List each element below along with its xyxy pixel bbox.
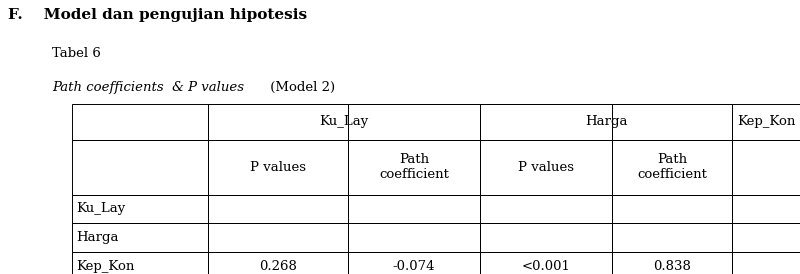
Bar bbox=[732, 104, 800, 140]
Bar bbox=[480, 252, 612, 274]
Text: P values: P values bbox=[518, 161, 574, 174]
Bar bbox=[732, 223, 800, 252]
Bar bbox=[612, 252, 732, 274]
Text: Path
coefficient: Path coefficient bbox=[637, 153, 707, 181]
Bar bbox=[480, 140, 612, 195]
Text: Tabel 6: Tabel 6 bbox=[52, 47, 101, 59]
Text: P values: P values bbox=[250, 161, 306, 174]
Bar bbox=[612, 104, 732, 140]
Bar bbox=[72, 104, 208, 140]
Bar bbox=[348, 140, 480, 195]
Text: 0.268: 0.268 bbox=[259, 260, 297, 273]
Bar bbox=[208, 252, 348, 274]
Bar bbox=[208, 223, 348, 252]
Text: Harga: Harga bbox=[76, 231, 118, 244]
Text: Ku_Lay: Ku_Lay bbox=[76, 202, 126, 215]
Bar bbox=[732, 252, 800, 274]
Text: <0.001: <0.001 bbox=[522, 260, 570, 273]
Bar bbox=[72, 140, 208, 195]
Bar bbox=[72, 195, 208, 223]
Text: Kep_Kon: Kep_Kon bbox=[76, 260, 134, 273]
Bar bbox=[480, 223, 612, 252]
Bar bbox=[348, 104, 480, 140]
Bar bbox=[348, 223, 480, 252]
Bar bbox=[480, 104, 612, 140]
Bar bbox=[480, 195, 612, 223]
Bar bbox=[480, 104, 732, 140]
Bar bbox=[732, 140, 800, 195]
Bar bbox=[208, 104, 348, 140]
Text: (Model 2): (Model 2) bbox=[266, 81, 335, 94]
Bar bbox=[612, 140, 732, 195]
Text: F.    Model dan pengujian hipotesis: F. Model dan pengujian hipotesis bbox=[8, 8, 307, 22]
Text: Path
coefficient: Path coefficient bbox=[379, 153, 449, 181]
Text: Harga: Harga bbox=[585, 115, 627, 129]
Bar bbox=[72, 223, 208, 252]
Text: Ku_Lay: Ku_Lay bbox=[319, 115, 369, 129]
Text: Path coefficients  & P values: Path coefficients & P values bbox=[52, 81, 244, 94]
Bar bbox=[348, 252, 480, 274]
Text: 0.838: 0.838 bbox=[653, 260, 691, 273]
Bar bbox=[72, 252, 208, 274]
Bar bbox=[612, 195, 732, 223]
Bar bbox=[208, 104, 480, 140]
Bar bbox=[208, 140, 348, 195]
Text: -0.074: -0.074 bbox=[393, 260, 435, 273]
Text: Kep_Kon: Kep_Kon bbox=[737, 115, 795, 129]
Bar bbox=[732, 195, 800, 223]
Bar bbox=[208, 195, 348, 223]
Bar bbox=[612, 223, 732, 252]
Bar bbox=[348, 195, 480, 223]
